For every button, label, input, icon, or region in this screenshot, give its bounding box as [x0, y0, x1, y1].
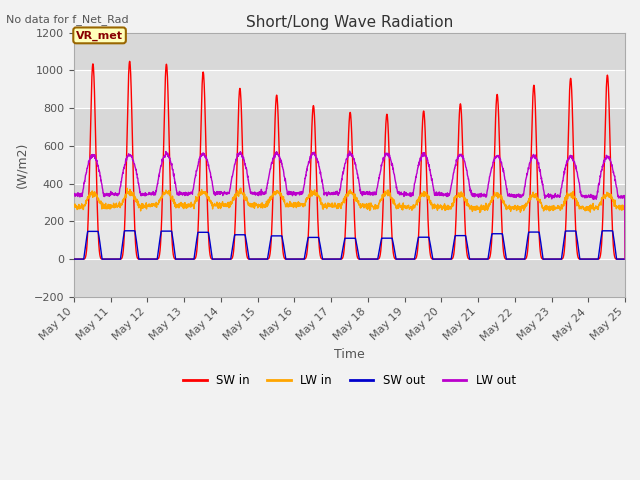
Bar [74, 259, 625, 297]
Bar [74, 146, 625, 183]
Bar [74, 33, 625, 70]
Bar [74, 70, 625, 108]
Bar [74, 183, 625, 221]
Title: Short/Long Wave Radiation: Short/Long Wave Radiation [246, 15, 453, 30]
Bar [74, 108, 625, 146]
X-axis label: Time: Time [334, 348, 365, 361]
Legend: SW in, LW in, SW out, LW out: SW in, LW in, SW out, LW out [179, 369, 520, 391]
Y-axis label: (W/m2): (W/m2) [15, 142, 28, 188]
Text: VR_met: VR_met [76, 30, 123, 40]
Text: No data for f_Net_Rad: No data for f_Net_Rad [6, 14, 129, 25]
Bar [74, 221, 625, 259]
